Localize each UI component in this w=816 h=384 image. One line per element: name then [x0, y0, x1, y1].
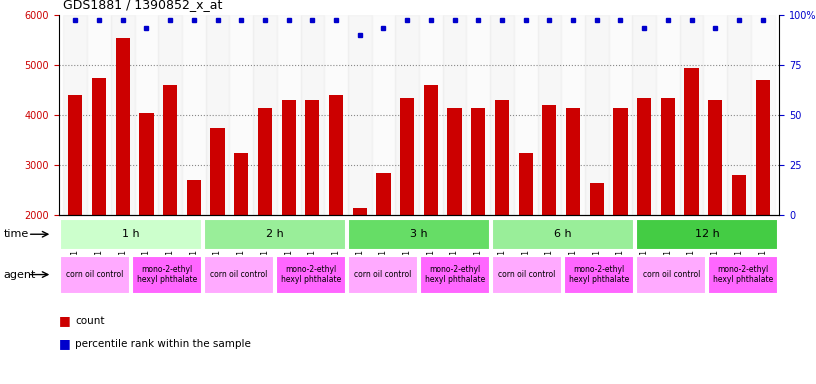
Bar	[585, 15, 609, 215]
Bar	[538, 15, 561, 215]
Text: corn oil control: corn oil control	[66, 270, 123, 279]
Bar	[324, 15, 348, 215]
Bar	[211, 127, 224, 215]
Bar	[424, 85, 438, 215]
Bar	[371, 15, 395, 215]
Bar	[566, 108, 580, 215]
Bar	[518, 152, 533, 215]
Bar	[234, 152, 248, 215]
Bar	[632, 15, 656, 215]
Text: 2 h: 2 h	[266, 229, 284, 239]
Bar	[282, 100, 295, 215]
Bar	[443, 15, 467, 215]
Bar	[140, 113, 153, 215]
Bar	[514, 15, 538, 215]
Bar	[680, 15, 703, 215]
Bar	[69, 95, 82, 215]
Bar	[204, 256, 273, 294]
Bar	[703, 15, 727, 215]
Bar	[494, 100, 509, 215]
Bar	[492, 256, 562, 294]
Bar	[732, 175, 746, 215]
Bar	[329, 95, 344, 215]
Bar	[276, 256, 346, 294]
Bar	[467, 15, 490, 215]
Bar	[60, 219, 202, 250]
Text: time: time	[3, 229, 29, 239]
Bar	[135, 15, 158, 215]
Bar	[636, 219, 778, 250]
Text: count: count	[75, 316, 104, 326]
Bar	[132, 256, 202, 294]
Bar	[447, 108, 462, 215]
Text: ■: ■	[59, 337, 70, 350]
Bar	[277, 15, 300, 215]
Bar	[258, 108, 272, 215]
Text: 1 h: 1 h	[122, 229, 140, 239]
Bar	[636, 256, 706, 294]
Bar	[116, 38, 130, 215]
Bar	[685, 68, 698, 215]
Text: corn oil control: corn oil control	[354, 270, 412, 279]
Bar	[561, 15, 585, 215]
Bar	[158, 15, 182, 215]
Bar	[492, 219, 634, 250]
Bar	[614, 108, 628, 215]
Bar	[708, 256, 778, 294]
Bar	[348, 256, 418, 294]
Text: percentile rank within the sample: percentile rank within the sample	[75, 339, 251, 349]
Bar	[229, 15, 253, 215]
Bar	[187, 180, 201, 215]
Bar	[756, 80, 769, 215]
Text: 6 h: 6 h	[554, 229, 572, 239]
Bar	[637, 98, 651, 215]
Bar	[348, 15, 371, 215]
Bar	[253, 15, 277, 215]
Bar	[420, 256, 490, 294]
Bar	[609, 15, 632, 215]
Bar	[60, 256, 130, 294]
Bar	[376, 172, 391, 215]
Bar	[708, 100, 722, 215]
Bar	[92, 78, 106, 215]
Text: agent: agent	[3, 270, 36, 280]
Bar	[727, 15, 751, 215]
Bar	[395, 15, 419, 215]
Bar	[204, 219, 346, 250]
Bar	[590, 182, 604, 215]
Bar	[300, 15, 324, 215]
Text: GDS1881 / 1390852_x_at: GDS1881 / 1390852_x_at	[63, 0, 222, 12]
Bar	[206, 15, 229, 215]
Text: corn oil control: corn oil control	[211, 270, 268, 279]
Bar	[565, 256, 634, 294]
Text: 3 h: 3 h	[410, 229, 428, 239]
Bar	[400, 98, 415, 215]
Text: mono-2-ethyl
hexyl phthalate: mono-2-ethyl hexyl phthalate	[569, 265, 629, 284]
Bar	[305, 100, 320, 215]
Bar	[353, 207, 367, 215]
Bar	[656, 15, 680, 215]
Text: mono-2-ethyl
hexyl phthalate: mono-2-ethyl hexyl phthalate	[137, 265, 197, 284]
Bar	[87, 15, 111, 215]
Text: corn oil control: corn oil control	[642, 270, 700, 279]
Text: mono-2-ethyl
hexyl phthalate: mono-2-ethyl hexyl phthalate	[281, 265, 341, 284]
Bar	[751, 15, 774, 215]
Bar	[182, 15, 206, 215]
Bar	[471, 108, 486, 215]
Bar	[490, 15, 514, 215]
Text: corn oil control: corn oil control	[499, 270, 556, 279]
Text: mono-2-ethyl
hexyl phthalate: mono-2-ethyl hexyl phthalate	[425, 265, 486, 284]
Text: 12 h: 12 h	[695, 229, 720, 239]
Bar	[64, 15, 87, 215]
Text: mono-2-ethyl
hexyl phthalate: mono-2-ethyl hexyl phthalate	[713, 265, 774, 284]
Bar	[661, 98, 675, 215]
Text: ■: ■	[59, 314, 70, 327]
Bar	[419, 15, 443, 215]
Bar	[348, 219, 490, 250]
Bar	[111, 15, 135, 215]
Bar	[163, 85, 177, 215]
Bar	[543, 105, 557, 215]
